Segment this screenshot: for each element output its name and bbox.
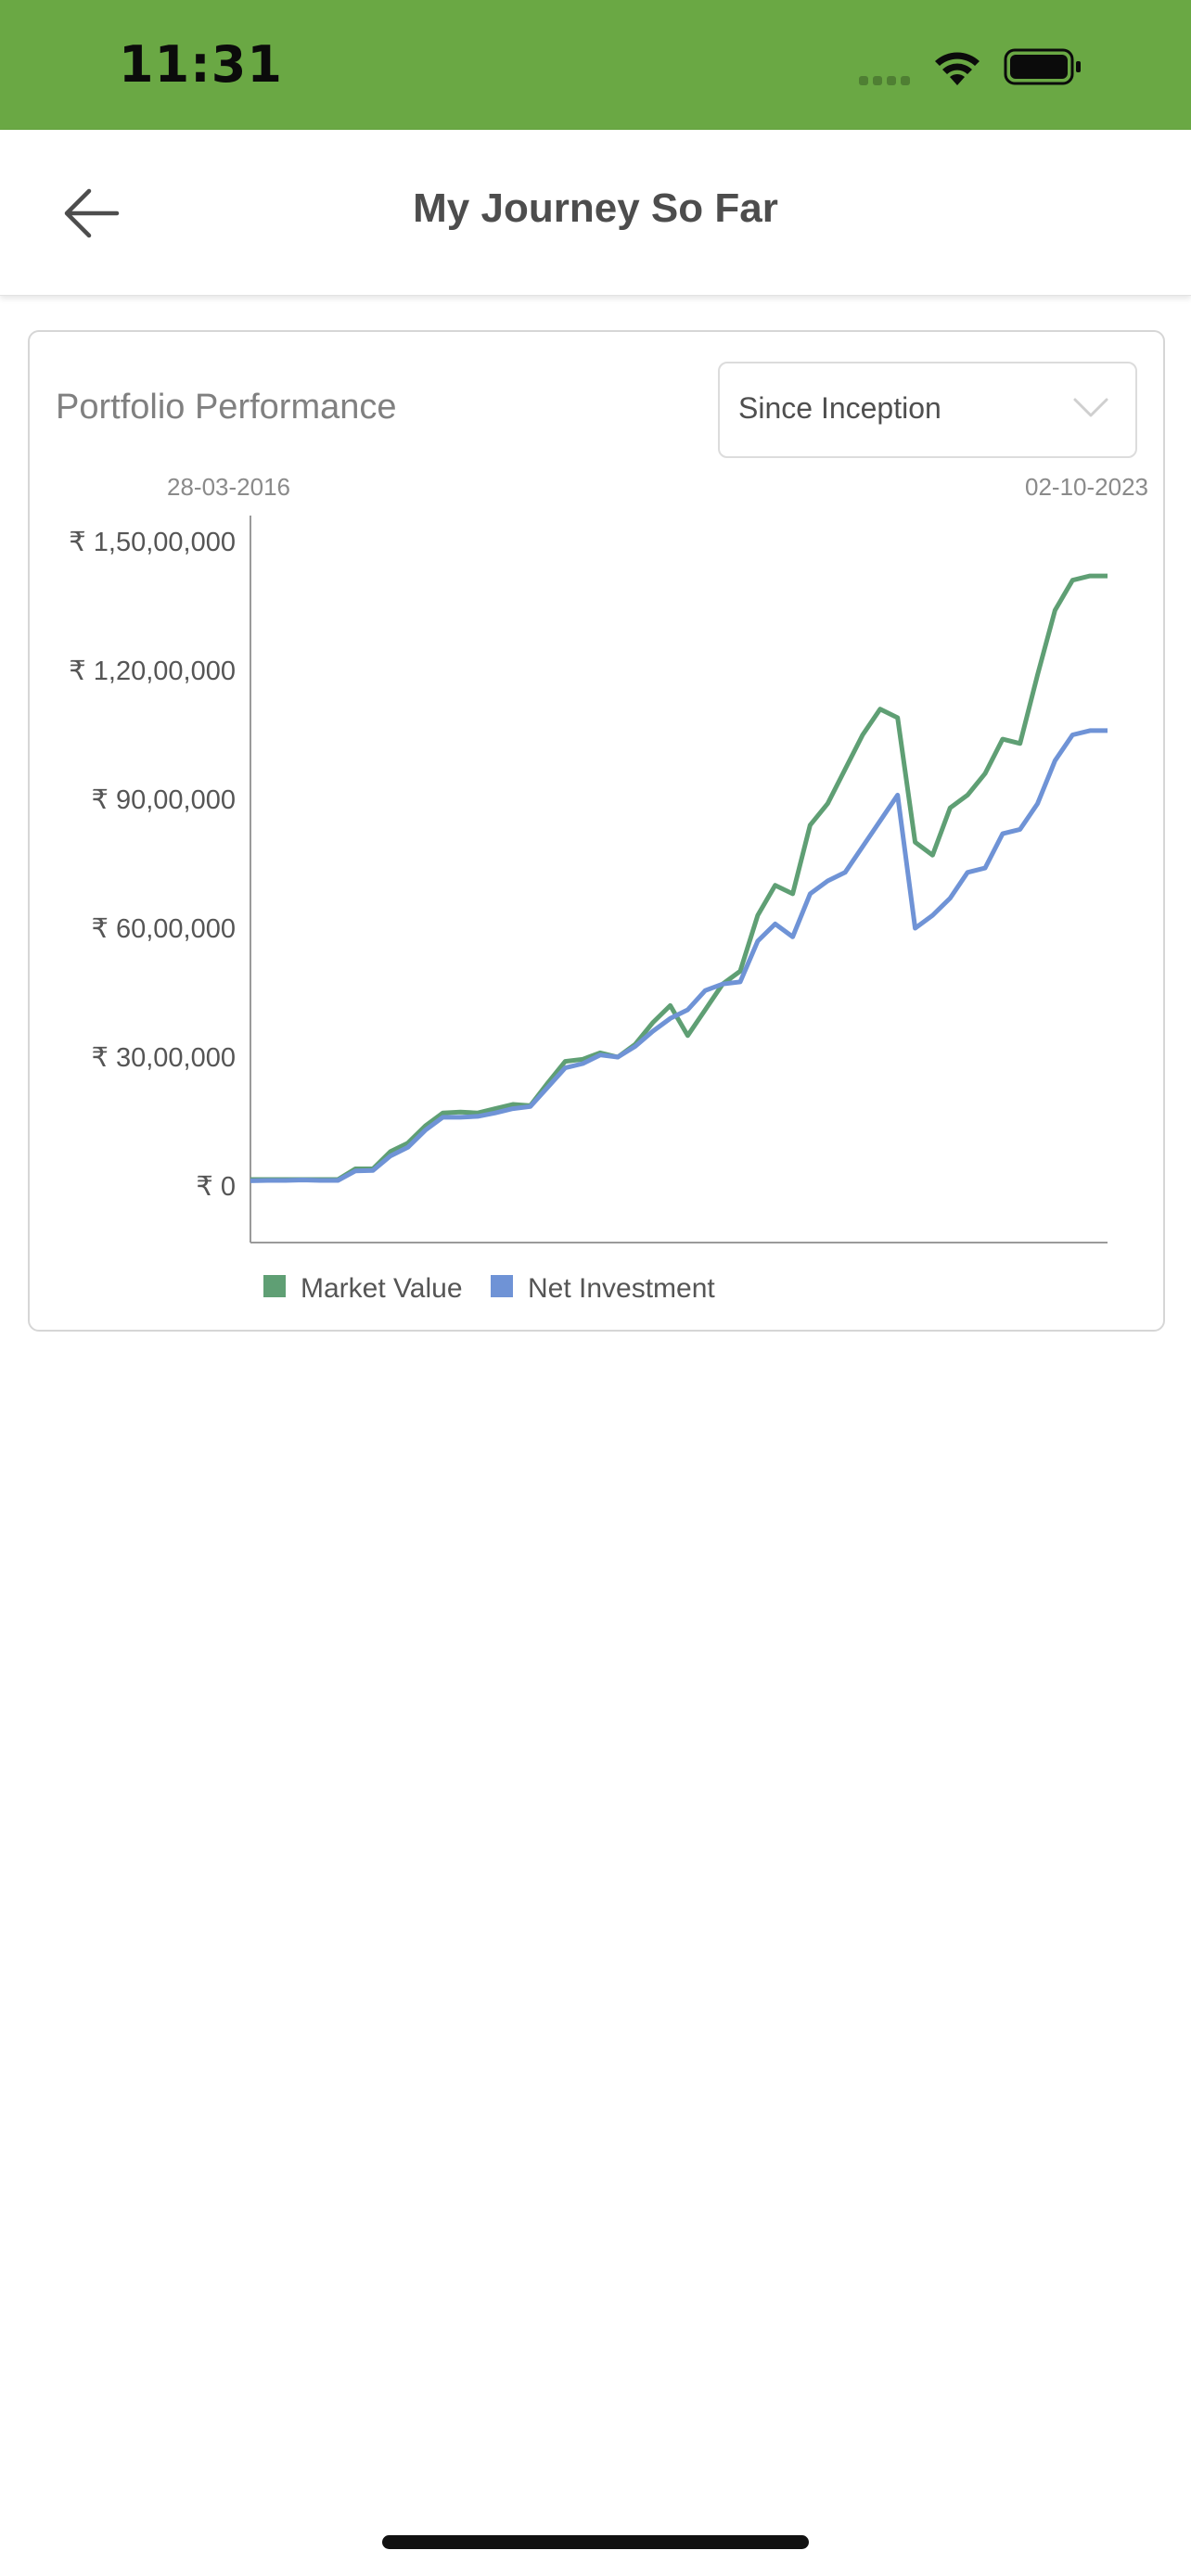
status-time: 11:31	[119, 35, 283, 94]
y-tick-label: ₹ 1,50,00,000	[69, 528, 236, 557]
cellular-signal-icon	[859, 76, 910, 85]
back-button[interactable]	[59, 184, 124, 243]
series-lines	[250, 573, 1108, 1183]
chart-legend: Market Value Net Investment	[263, 1273, 715, 1304]
legend-label: Market Value	[301, 1273, 463, 1304]
series-line-market-value	[250, 573, 1108, 1182]
battery-icon	[1004, 48, 1081, 85]
wifi-icon	[935, 52, 980, 85]
home-indicator	[382, 2535, 809, 2549]
range-selector-dropdown[interactable]: Since Inception	[718, 362, 1137, 458]
legend-label: Net Investment	[528, 1273, 715, 1304]
portfolio-line-chart: ₹ 0 ₹ 30,00,000 ₹ 60,00,000 ₹ 90,00,000 ₹ 1,…	[69, 516, 1108, 1304]
y-tick-label: ₹ 60,00,000	[91, 914, 236, 944]
y-tick-label: ₹ 1,20,00,000	[69, 657, 236, 686]
end-date-label: 02-10-2023	[1025, 473, 1148, 501]
y-tick-label: ₹ 0	[196, 1172, 236, 1202]
y-tick-label: ₹ 90,00,000	[91, 785, 236, 815]
series-line-net-investment	[250, 728, 1108, 1183]
status-bar: 11:31	[0, 0, 1191, 130]
arrow-left-icon	[64, 188, 120, 238]
legend-swatch	[491, 1275, 513, 1297]
start-date-label: 28-03-2016	[167, 473, 290, 501]
portfolio-performance-card: Portfolio Performance Since Inception	[28, 330, 1165, 1332]
card-title: Portfolio Performance	[56, 388, 397, 427]
chevron-down-icon	[1073, 398, 1108, 417]
legend-swatch	[263, 1275, 286, 1297]
range-selector-value: Since Inception	[738, 391, 941, 425]
status-icons	[859, 48, 1081, 85]
y-tick-label: ₹ 30,00,000	[91, 1043, 236, 1073]
page-title: My Journey So Far	[413, 185, 778, 231]
y-tick-labels: ₹ 0 ₹ 30,00,000 ₹ 60,00,000 ₹ 90,00,000 ₹ 1,…	[69, 528, 236, 1202]
app-header: My Journey So Far	[0, 130, 1191, 296]
